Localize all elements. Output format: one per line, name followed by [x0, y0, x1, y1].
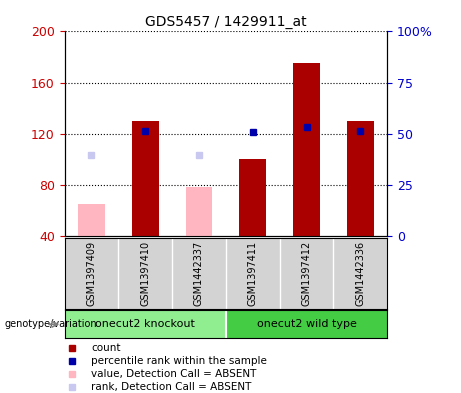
Bar	[65, 310, 226, 338]
Bar	[132, 121, 159, 236]
Text: GSM1397410: GSM1397410	[140, 241, 150, 306]
Text: GSM1397412: GSM1397412	[301, 241, 312, 306]
Text: onecut2 knockout: onecut2 knockout	[95, 319, 195, 329]
Text: GSM1397409: GSM1397409	[86, 241, 96, 306]
Bar	[226, 310, 387, 338]
Bar	[78, 204, 105, 236]
Text: value, Detection Call = ABSENT: value, Detection Call = ABSENT	[91, 369, 256, 379]
Bar	[239, 159, 266, 236]
Bar	[293, 63, 320, 236]
Text: GSM1442337: GSM1442337	[194, 241, 204, 306]
Text: GSM1442336: GSM1442336	[355, 241, 366, 306]
Text: rank, Detection Call = ABSENT: rank, Detection Call = ABSENT	[91, 382, 251, 391]
Bar	[185, 187, 213, 236]
Bar	[347, 121, 374, 236]
Text: GSM1397411: GSM1397411	[248, 241, 258, 306]
Text: count: count	[91, 343, 120, 353]
Text: percentile rank within the sample: percentile rank within the sample	[91, 356, 267, 366]
Text: genotype/variation: genotype/variation	[5, 319, 97, 329]
Title: GDS5457 / 1429911_at: GDS5457 / 1429911_at	[145, 15, 307, 29]
Text: onecut2 wild type: onecut2 wild type	[257, 319, 356, 329]
